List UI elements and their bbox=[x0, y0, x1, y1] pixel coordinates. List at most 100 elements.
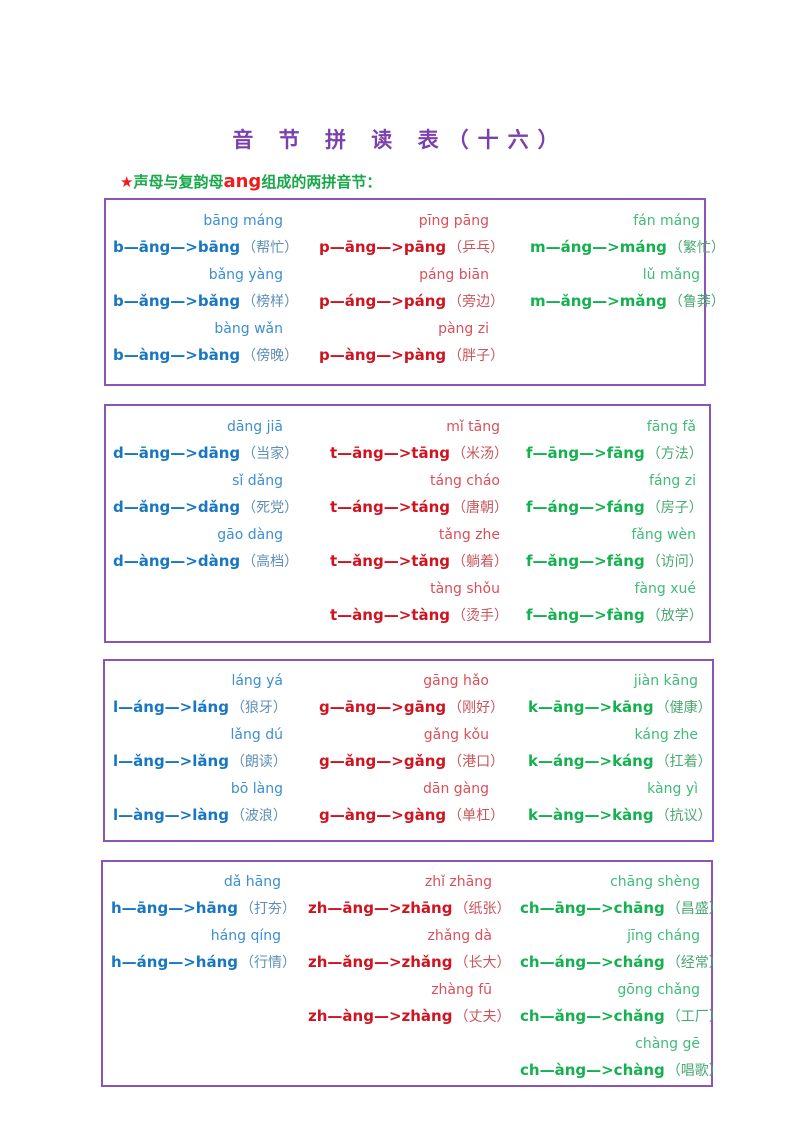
syllable-entry: fàng xué f—àng—>fàng （放学） bbox=[526, 580, 712, 634]
syllable-entry: chāng shèng ch—āng—>chāng （昌盛） bbox=[520, 873, 723, 927]
pinyin-word: chàng gē bbox=[635, 1036, 700, 1052]
formula-text: l—áng—>láng bbox=[113, 698, 229, 716]
pinyin-word: gōng chǎng bbox=[617, 982, 700, 998]
spelling-formula: l—áng—>láng （狼牙） bbox=[113, 698, 287, 717]
syllable-entry: zhǐ zhāng zh—āng—>zhāng （纸张） bbox=[308, 873, 511, 927]
spelling-formula: m—áng—>máng （繁忙） bbox=[530, 238, 725, 257]
pinyin-word: zhàng fū bbox=[431, 982, 492, 998]
pinyin-word: gāo dàng bbox=[217, 527, 283, 543]
syllable-entry: dāng jiā d—āng—>dāng （当家） bbox=[113, 418, 299, 472]
syllable-entry: háng qíng h—áng—>háng （行情） bbox=[111, 927, 297, 981]
chinese-word: （鲁莽） bbox=[668, 294, 725, 310]
spelling-formula: b—àng—>bàng （傍晚） bbox=[113, 346, 298, 365]
syllable-entry: bāng máng b—āng—>bāng （帮忙） bbox=[113, 212, 299, 266]
syllable-entry: pīng pāng p—āng—>pāng （乒乓） bbox=[319, 212, 505, 266]
chinese-word: （唱歌） bbox=[666, 1063, 723, 1079]
chinese-word: （打夯） bbox=[240, 901, 297, 917]
formula-text: l—ǎng—>lǎng bbox=[113, 752, 229, 770]
syllable-entry: jiàn kāng k—āng—>kāng （健康） bbox=[528, 672, 714, 726]
syllable-column: chāng shèng ch—āng—>chāng （昌盛） jīng cháng … bbox=[520, 873, 723, 1089]
spelling-formula: p—áng—>páng （旁边） bbox=[319, 292, 504, 311]
syllable-column: fāng fǎ f—āng—>fāng （方法） fáng zi f—áng—>fá… bbox=[526, 418, 712, 634]
formula-text: p—àng—>pàng bbox=[319, 346, 447, 364]
chinese-word: （死党） bbox=[242, 500, 299, 516]
spelling-formula: b—āng—>bāng （帮忙） bbox=[113, 238, 298, 257]
formula-text: g—àng—>gàng bbox=[319, 806, 447, 824]
syllable-entry: gōng chǎng ch—ǎng—>chǎng （工厂） bbox=[520, 981, 723, 1035]
formula-text: d—āng—>dāng bbox=[113, 444, 241, 462]
spelling-formula: t—āng—>tāng （米汤） bbox=[330, 444, 508, 463]
pinyin-word: gǎng kǒu bbox=[423, 727, 489, 743]
formula-text: f—ǎng—>fǎng bbox=[526, 552, 645, 570]
syllable-column: pīng pāng p—āng—>pāng （乒乓） páng biān p—áng… bbox=[319, 212, 505, 374]
syllable-box-1 bbox=[104, 198, 706, 386]
formula-text: b—àng—>bàng bbox=[113, 346, 241, 364]
chinese-word: （丈夫） bbox=[454, 1009, 511, 1025]
syllable-box-2 bbox=[104, 404, 711, 643]
formula-text: ch—áng—>cháng bbox=[520, 953, 665, 971]
chinese-word: （工厂） bbox=[666, 1009, 723, 1025]
formula-text: d—ǎng—>dǎng bbox=[113, 498, 241, 516]
pinyin-word: gāng hǎo bbox=[423, 673, 489, 689]
spelling-formula: ch—àng—>chàng （唱歌） bbox=[520, 1061, 723, 1080]
formula-text: ch—àng—>chàng bbox=[520, 1061, 665, 1079]
chinese-word: （唐朝） bbox=[452, 500, 508, 516]
syllable-entry: tàng shǒu t—àng—>tàng （烫手） bbox=[330, 580, 516, 634]
formula-text: ch—ǎng—>chǎng bbox=[520, 1007, 665, 1025]
pinyin-word: páng biān bbox=[419, 267, 489, 283]
formula-text: m—ǎng—>mǎng bbox=[530, 292, 667, 310]
spelling-formula: m—ǎng—>mǎng （鲁莽） bbox=[530, 292, 725, 311]
chinese-word: （行情） bbox=[240, 955, 297, 971]
pinyin-word: bàng wǎn bbox=[214, 321, 283, 337]
spelling-formula: t—ǎng—>tǎng （躺着） bbox=[330, 552, 508, 571]
spelling-formula: d—àng—>dàng （高档） bbox=[113, 552, 298, 571]
chinese-word: （傍晚） bbox=[242, 348, 299, 364]
syllable-entry: káng zhe k—áng—>káng （扛着） bbox=[528, 726, 714, 780]
spelling-formula: h—āng—>hāng （打夯） bbox=[111, 899, 296, 918]
spelling-formula: zh—àng—>zhàng （丈夫） bbox=[308, 1007, 510, 1026]
syllable-entry: chàng gē ch—àng—>chàng （唱歌） bbox=[520, 1035, 723, 1089]
spelling-formula: ch—āng—>chāng （昌盛） bbox=[520, 899, 723, 918]
syllable-entry: dǎ hāng h—āng—>hāng （打夯） bbox=[111, 873, 297, 927]
formula-text: p—āng—>pāng bbox=[319, 238, 447, 256]
chinese-word: （健康） bbox=[655, 700, 712, 716]
formula-text: p—áng—>páng bbox=[319, 292, 447, 310]
syllable-entry: láng yá l—áng—>láng （狼牙） bbox=[113, 672, 299, 726]
syllable-entry: gǎng kǒu g—ǎng—>gǎng （港口） bbox=[319, 726, 505, 780]
formula-text: f—āng—>fāng bbox=[526, 444, 645, 462]
chinese-word: （抗议） bbox=[655, 808, 712, 824]
formula-text: t—àng—>tàng bbox=[330, 606, 450, 624]
syllable-box-3 bbox=[103, 659, 714, 842]
pinyin-word: fāng fǎ bbox=[646, 419, 696, 435]
chinese-word: （长大） bbox=[454, 955, 511, 971]
syllable-column: dǎ hāng h—āng—>hāng （打夯） háng qíng h—áng—>… bbox=[111, 873, 297, 981]
syllable-entry: bǎng yàng b—ǎng—>bǎng （榜样） bbox=[113, 266, 299, 320]
pinyin-word: jīng cháng bbox=[627, 928, 700, 944]
chinese-word: （米汤） bbox=[452, 446, 508, 462]
formula-text: t—āng—>tāng bbox=[330, 444, 450, 462]
page-title: 音 节 拼 读 表（十六） bbox=[232, 128, 568, 152]
syllable-column: mǐ tāng t—āng—>tāng （米汤） táng cháo t—áng—>… bbox=[330, 418, 516, 634]
chinese-word: （胖子） bbox=[448, 348, 505, 364]
chinese-word: （昌盛） bbox=[666, 901, 723, 917]
chinese-word: （纸张） bbox=[454, 901, 511, 917]
pinyin-word: fáng zi bbox=[649, 473, 696, 489]
spelling-formula: h—áng—>háng （行情） bbox=[111, 953, 296, 972]
spelling-formula: g—āng—>gāng （刚好） bbox=[319, 698, 504, 717]
spelling-formula: l—ǎng—>lǎng （朗读） bbox=[113, 752, 287, 771]
formula-text: t—ǎng—>tǎng bbox=[330, 552, 450, 570]
spelling-formula: l—àng—>làng （波浪） bbox=[113, 806, 287, 825]
spelling-formula: k—àng—>kàng （抗议） bbox=[528, 806, 712, 825]
syllable-column: láng yá l—áng—>láng （狼牙） lǎng dú l—ǎng—>lǎ… bbox=[113, 672, 299, 834]
formula-text: h—áng—>háng bbox=[111, 953, 239, 971]
syllable-entry: zhǎng dà zh—ǎng—>zhǎng （长大） bbox=[308, 927, 511, 981]
formula-text: zh—āng—>zhāng bbox=[308, 899, 453, 917]
chinese-word: （放学） bbox=[646, 608, 703, 624]
formula-text: l—àng—>làng bbox=[113, 806, 229, 824]
pinyin-word: fán máng bbox=[633, 213, 700, 229]
spelling-formula: f—ǎng—>fǎng （访问） bbox=[526, 552, 703, 571]
syllable-entry: fǎng wèn f—ǎng—>fǎng （访问） bbox=[526, 526, 712, 580]
chinese-word: （朗读） bbox=[230, 754, 287, 770]
syllable-entry: kàng yì k—àng—>kàng （抗议） bbox=[528, 780, 714, 834]
